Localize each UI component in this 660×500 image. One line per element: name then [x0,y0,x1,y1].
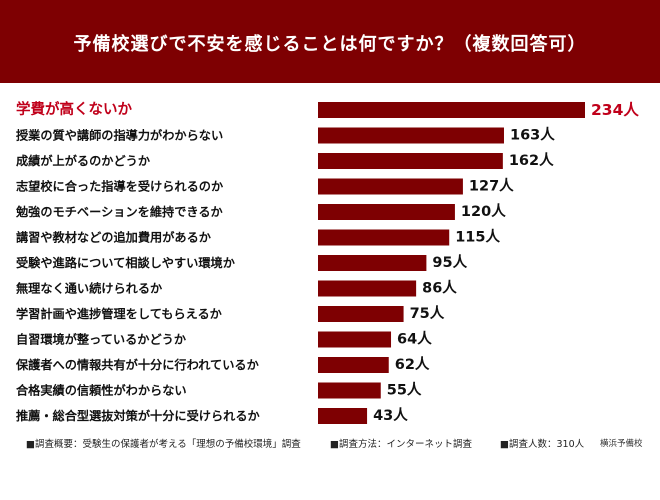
bar-value-label: 234人 [591,101,639,119]
respondents-note: ■調査人数：310人 [500,439,585,450]
source-label: 横浜予備校 [600,439,643,449]
category-label: 勉強のモチベーションを維持できるか [15,204,224,219]
category-label: 志望校に合った指導を受けられるのか [16,179,224,194]
bar [318,102,585,118]
category-label: 学習計画や進捗管理をしてもらえるか [16,306,223,321]
bar [318,204,455,220]
bar [318,178,463,195]
bar-value-label: 127人 [469,178,514,195]
category-label: 講習や教材などの追加費用があるか [16,230,212,245]
category-label: 授業の質や講師の指導力がわからない [16,128,223,143]
bar-value-label: 64人 [397,331,432,348]
page-title: 予備校選びで不安を感じることは何ですか？（複数回答可） [73,34,587,55]
bar [318,229,450,246]
bar-value-label: 86人 [422,280,457,297]
bar [318,331,392,348]
bar [318,306,404,322]
category-label: 合格実績の信頼性がわからない [16,383,187,398]
survey-method-note: ■調査方法：インターネット調査 [330,439,472,450]
category-label: 受験や進路について相談しやすい環境か [16,255,236,270]
bar [318,357,389,373]
bar-value-label: 55人 [387,382,422,399]
bar-value-label: 120人 [461,203,506,220]
bar [318,382,381,399]
survey-summary-note: ■調査概要：受験生の保護者が考える「理想の予備校環境」調査 [26,439,301,450]
category-label: 保護者への情報共有が十分に行われているか [15,357,260,372]
category-label: 無理なく通い続けられるか [16,281,163,296]
bar [318,280,417,297]
bar [318,153,503,169]
bar-value-label: 115人 [455,229,500,246]
category-label: 成績が上がるのかどうか [16,153,151,168]
category-label: 推薦・総合型選抜対策が十分に受けられるか [16,408,261,423]
footnote: ■調査概要：受験生の保護者が考える「理想の予備校環境」調査 ■調査方法：インター… [0,434,660,450]
bar [318,408,368,424]
bar-value-label: 62人 [395,356,430,373]
bar [318,127,504,144]
category-label: 学費が高くないか [16,100,132,118]
bar-value-label: 95人 [432,254,467,271]
bar-value-label: 75人 [410,305,445,322]
bar-value-label: 162人 [509,152,554,169]
category-label: 自習環境が整っているかどうか [16,332,187,347]
header-banner: 予備校選びで不安を感じることは何ですか？（複数回答可） [0,0,660,83]
bar-value-label: 163人 [510,127,555,144]
bar-value-label: 43人 [373,407,408,424]
bar [318,255,427,271]
